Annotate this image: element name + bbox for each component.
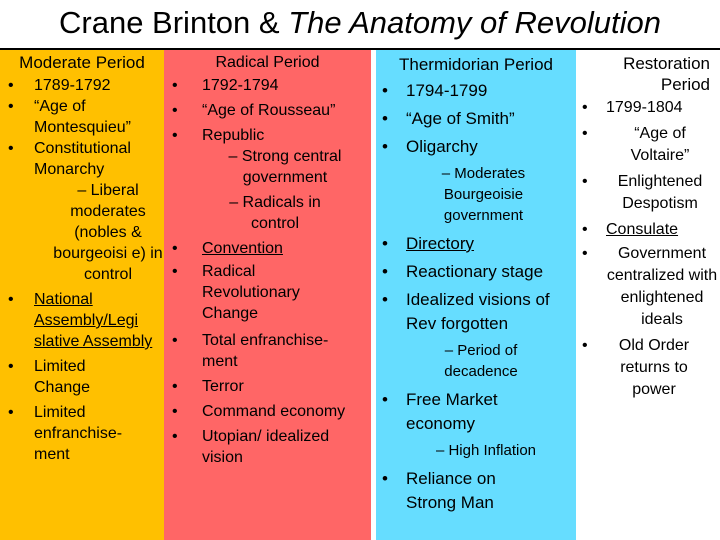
moderate-period-column: Moderate Period • 1789-1792 • “Age of Mont… xyxy=(0,50,164,540)
title-prefix: Crane Brinton & xyxy=(59,5,289,40)
list-item: • Command economy xyxy=(172,403,346,420)
radical-list: • 1792-1794 • “Age of Rousseau” • Republic … xyxy=(164,75,371,468)
list-item: • Idealized visions of Rev forgotten xyxy=(382,290,550,333)
list-item: • Oligarchy xyxy=(382,137,478,156)
thermidorian-list: • 1794-1799 • “Age of Smith” • Oligarchy – … xyxy=(376,79,576,515)
restoration-list: • 1799-1804 • “Age of Voltaire” • Enlighten… xyxy=(576,97,720,401)
thermidorian-background xyxy=(376,50,576,540)
radical-period-column: Radical Period • 1792-1794 • “Age of Rouss… xyxy=(164,50,371,540)
list-item: – High Inflation xyxy=(435,442,537,459)
list-item: • Government centralized with enlightened… xyxy=(582,245,718,328)
restoration-background xyxy=(576,50,720,540)
list-item: – Period of decadence xyxy=(444,342,518,380)
list-item: • “Age of Rousseau” xyxy=(172,102,336,119)
moderate-background xyxy=(0,50,164,540)
list-item: • 1799-1804 xyxy=(582,99,683,116)
list-item: • Terror xyxy=(172,378,244,395)
title-book: The Anatomy of Revolution xyxy=(288,5,661,40)
list-item: • Reactionary stage xyxy=(382,262,544,281)
list-item: • Free Market economy xyxy=(382,390,498,433)
list-item: • Republic xyxy=(172,127,265,144)
list-item: – Moderates Bourgeoisie government xyxy=(441,165,526,224)
radical-background xyxy=(164,50,371,540)
restoration-heading: Restoration Period xyxy=(623,54,710,94)
list-item: • Radical Revolutionary Change xyxy=(172,263,300,322)
list-item: • “Age of Voltaire” xyxy=(582,125,690,164)
list-item: • “Age of Montesquieu” xyxy=(8,98,131,136)
list-item: • 1792-1794 xyxy=(172,77,279,94)
thermidorian-heading: Thermidorian Period xyxy=(398,55,553,74)
list-item: • Enlightened Despotism xyxy=(582,173,703,212)
list-item: • Old Order returns to power xyxy=(582,337,690,398)
page-title: Crane Brinton & The Anatomy of Revolutio… xyxy=(0,0,720,48)
list-item: • Utopian/ idealized vision xyxy=(172,428,330,466)
list-item: • 1794-1799 xyxy=(382,81,488,100)
list-item: • 1789-1792 xyxy=(8,77,111,94)
moderate-list: • 1789-1792 • “Age of Montesquieu” • Consti… xyxy=(0,75,164,465)
thermidorian-period-column: Thermidorian Period • 1794-1799 • “Age of … xyxy=(376,50,576,540)
moderate-heading: Moderate Period xyxy=(19,53,145,72)
list-item: • Reliance on Strong Man xyxy=(382,469,496,512)
list-item: • National Assembly/Legi slative Assembly xyxy=(8,291,153,350)
radical-heading: Radical Period xyxy=(215,54,320,71)
title-divider xyxy=(0,48,720,50)
list-item: • Constitutional Monarchy xyxy=(8,140,131,178)
list-item: • Directory xyxy=(382,234,475,253)
list-item: – Liberal moderates (nobles & bourgeoisi… xyxy=(53,182,163,283)
list-item: • “Age of Smith” xyxy=(382,109,515,128)
restoration-period-column: Restoration Period • 1799-1804 • “Age of V… xyxy=(576,50,720,540)
list-item: • Limited enfranchise-ment xyxy=(8,404,123,463)
list-item: • Limited Change xyxy=(8,358,91,396)
list-item: • Consulate xyxy=(582,221,679,238)
list-item: – Strong central government xyxy=(228,148,342,186)
list-item: • Total enfranchise-ment xyxy=(172,332,329,370)
list-item: • Convention xyxy=(172,240,283,257)
list-item: – Radicals in control xyxy=(229,194,321,232)
